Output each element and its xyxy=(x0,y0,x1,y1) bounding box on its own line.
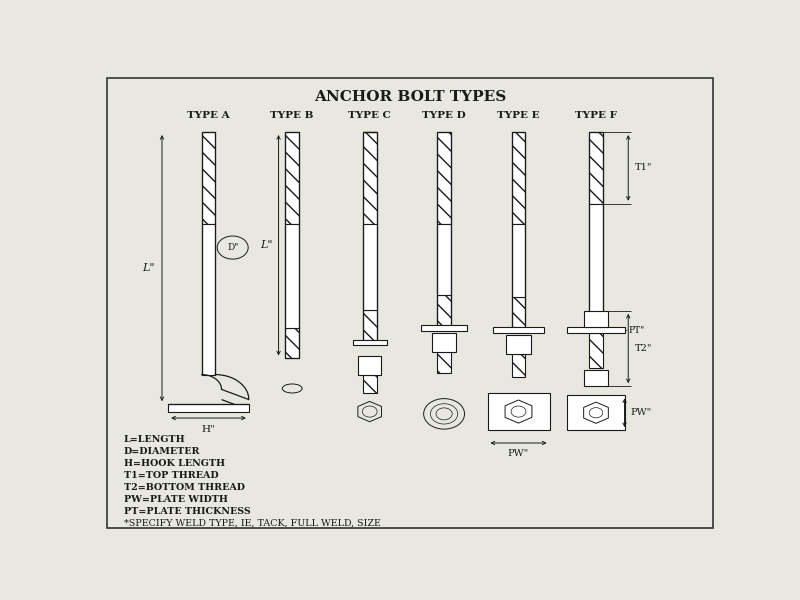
Bar xyxy=(512,354,526,377)
Bar xyxy=(584,370,609,386)
Bar xyxy=(358,356,382,374)
Bar xyxy=(438,132,451,224)
Text: TYPE A: TYPE A xyxy=(187,112,230,121)
Bar xyxy=(432,333,456,352)
Text: TYPE F: TYPE F xyxy=(575,112,617,121)
Bar xyxy=(589,132,603,203)
Text: PW=PLATE WIDTH: PW=PLATE WIDTH xyxy=(123,495,227,504)
Text: L=LENGTH: L=LENGTH xyxy=(123,434,185,443)
Text: H=HOOK LENGTH: H=HOOK LENGTH xyxy=(123,458,225,467)
Bar xyxy=(506,335,531,354)
Text: T2": T2" xyxy=(634,344,652,353)
Bar xyxy=(363,374,377,393)
Bar xyxy=(487,393,550,430)
Bar xyxy=(286,132,299,224)
Bar xyxy=(286,224,299,328)
Text: D": D" xyxy=(227,243,238,252)
Bar xyxy=(353,340,386,344)
Bar xyxy=(168,404,249,412)
Text: TYPE D: TYPE D xyxy=(422,112,466,121)
Text: ANCHOR BOLT TYPES: ANCHOR BOLT TYPES xyxy=(314,91,506,104)
Bar xyxy=(584,311,609,327)
Text: D=DIAMETER: D=DIAMETER xyxy=(123,446,200,455)
Bar xyxy=(438,352,451,373)
Text: L": L" xyxy=(142,263,154,273)
Text: *SPECIFY WELD TYPE, IE, TACK, FULL WELD, SIZE: *SPECIFY WELD TYPE, IE, TACK, FULL WELD,… xyxy=(123,519,381,528)
Bar xyxy=(589,203,603,327)
Text: PW": PW" xyxy=(508,449,529,458)
Text: T1=TOP THREAD: T1=TOP THREAD xyxy=(123,471,218,480)
Bar xyxy=(566,327,626,333)
Text: TYPE B: TYPE B xyxy=(270,112,314,121)
Bar xyxy=(363,310,377,340)
Bar xyxy=(286,328,299,358)
Bar xyxy=(202,224,215,374)
Text: L": L" xyxy=(260,240,272,250)
Bar xyxy=(512,297,526,327)
Text: PT=PLATE THICKNESS: PT=PLATE THICKNESS xyxy=(123,507,250,516)
Bar xyxy=(202,132,215,224)
Text: TYPE C: TYPE C xyxy=(348,112,391,121)
Text: T2=BOTTOM THREAD: T2=BOTTOM THREAD xyxy=(123,483,245,492)
Bar xyxy=(493,327,544,333)
Text: PT": PT" xyxy=(629,326,645,335)
Text: PW": PW" xyxy=(630,408,652,417)
Text: T1": T1" xyxy=(634,163,652,172)
Bar xyxy=(589,333,603,368)
Bar xyxy=(512,132,526,224)
Bar xyxy=(567,395,625,430)
Bar xyxy=(421,325,467,331)
Bar xyxy=(363,224,377,310)
Bar xyxy=(438,295,451,325)
Text: TYPE E: TYPE E xyxy=(497,112,540,121)
Text: H": H" xyxy=(202,425,215,434)
Bar xyxy=(363,132,377,224)
Bar xyxy=(512,224,526,297)
Bar xyxy=(438,224,451,295)
